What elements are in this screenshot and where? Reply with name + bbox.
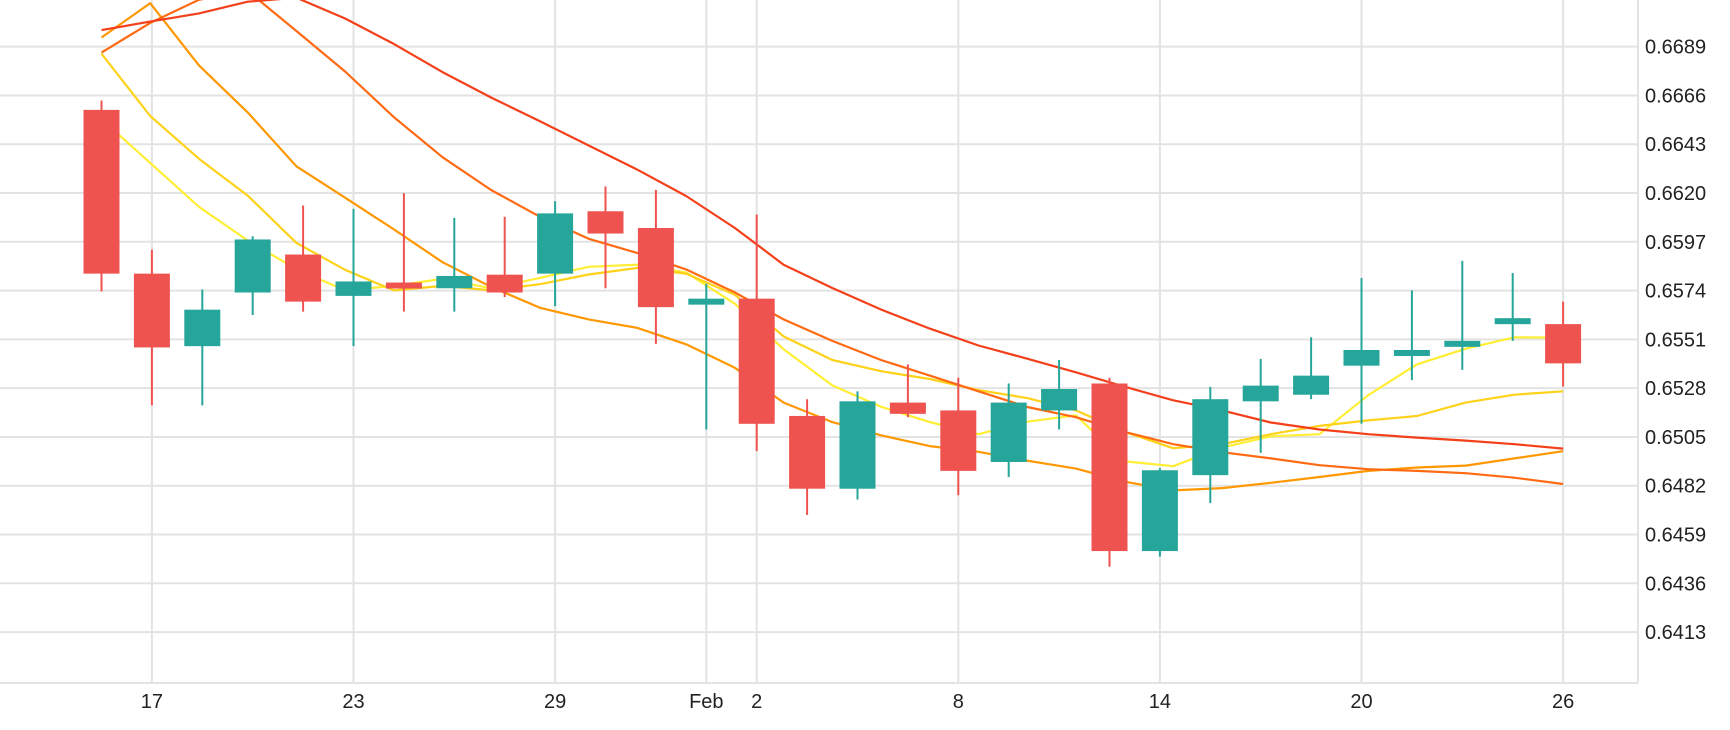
candle-body (486, 274, 523, 293)
candle-down (587, 186, 624, 289)
candle-body (587, 211, 624, 234)
moving-average-line (100, 53, 1564, 450)
candle-up (184, 289, 221, 406)
candle-body (1444, 340, 1481, 347)
candle-body (537, 213, 574, 274)
candle-up (1192, 386, 1229, 504)
candle-body (1393, 349, 1430, 356)
moving-average-layer (100, 0, 1564, 492)
candle-up (436, 217, 473, 312)
x-tick-label: 8 (953, 691, 964, 713)
candle-down (789, 399, 826, 516)
candle-body (688, 298, 725, 305)
y-tick-label: 0.6528 (1645, 378, 1706, 400)
x-tick-label: 2 (751, 691, 762, 713)
candle-up (1141, 468, 1178, 557)
candle-body (990, 402, 1027, 462)
candle-down (637, 189, 674, 344)
x-tick-label: 14 (1149, 691, 1171, 713)
candle-body (83, 109, 120, 274)
y-tick-label: 0.6666 (1645, 85, 1706, 107)
candle-up (1444, 260, 1481, 370)
candle-body (1192, 399, 1229, 476)
candle-up (1494, 272, 1531, 341)
y-tick-label: 0.6574 (1645, 281, 1706, 303)
candle-body (385, 282, 422, 289)
candle-up (839, 391, 876, 500)
y-tick-label: 0.6436 (1645, 573, 1706, 595)
candle-body (789, 415, 826, 489)
candle-body (839, 401, 876, 489)
candle-down (738, 214, 775, 452)
candle-up (335, 208, 372, 347)
x-tick-label: 29 (544, 691, 566, 713)
x-tick-label: 26 (1552, 691, 1574, 713)
x-tick-label: 17 (141, 691, 163, 713)
candle-down (285, 205, 322, 312)
candle-body (335, 281, 372, 296)
candle-down (1545, 301, 1582, 387)
y-tick-label: 0.6482 (1645, 476, 1706, 498)
candle-body (637, 228, 674, 308)
y-tick-label: 0.6620 (1645, 183, 1706, 205)
candle-down (486, 216, 523, 297)
moving-average-line (100, 0, 1564, 486)
candle-down (940, 377, 977, 496)
candle-body (1091, 383, 1128, 552)
candle-up (1293, 337, 1330, 400)
candle-body (133, 273, 170, 348)
candle-down (889, 364, 926, 418)
candle-body (940, 410, 977, 471)
y-tick-label: 0.6505 (1645, 427, 1706, 449)
y-tick-label: 0.6689 (1645, 37, 1706, 59)
candle-body (1141, 470, 1178, 552)
candles-layer (83, 100, 1582, 567)
x-tick-label: 20 (1350, 691, 1372, 713)
y-tick-label: 0.6413 (1645, 622, 1706, 644)
grid-layer (0, 0, 1638, 683)
candle-body (889, 402, 926, 414)
moving-average-line (100, 2, 1564, 492)
candle-up (1242, 358, 1279, 453)
candle-body (436, 275, 473, 289)
candle-up (1393, 290, 1430, 381)
candle-down (83, 100, 120, 292)
candle-body (285, 254, 322, 302)
candle-up (688, 283, 725, 430)
axis-layer: 0.6689 0.6666 0.6643 0.6620 0.6597 0.6574 0.65… (0, 0, 1706, 713)
candle-up (537, 201, 574, 307)
candle-body (1293, 375, 1330, 395)
y-tick-label: 0.6459 (1645, 525, 1706, 547)
x-tick-label: Feb (689, 691, 723, 713)
candle-body (1343, 349, 1380, 366)
candle-down (385, 193, 422, 312)
y-tick-label: 0.6597 (1645, 232, 1706, 254)
y-tick-label: 0.6551 (1645, 329, 1706, 351)
moving-average-line (101, 0, 1564, 450)
candle-down (1091, 377, 1128, 567)
candle-body (234, 239, 271, 293)
candle-body (1242, 385, 1279, 402)
candle-up (234, 236, 271, 315)
candle-up (990, 383, 1027, 478)
y-tick-label: 0.6643 (1645, 134, 1706, 156)
candle-body (738, 298, 775, 424)
candle-body (1041, 389, 1078, 411)
candle-up (1041, 359, 1078, 430)
candle-body (1545, 324, 1582, 364)
candle-body (1494, 318, 1531, 325)
x-tick-label: 23 (342, 691, 364, 713)
candle-body (184, 309, 221, 347)
candle-up (1343, 278, 1380, 424)
candle-down (133, 249, 170, 406)
